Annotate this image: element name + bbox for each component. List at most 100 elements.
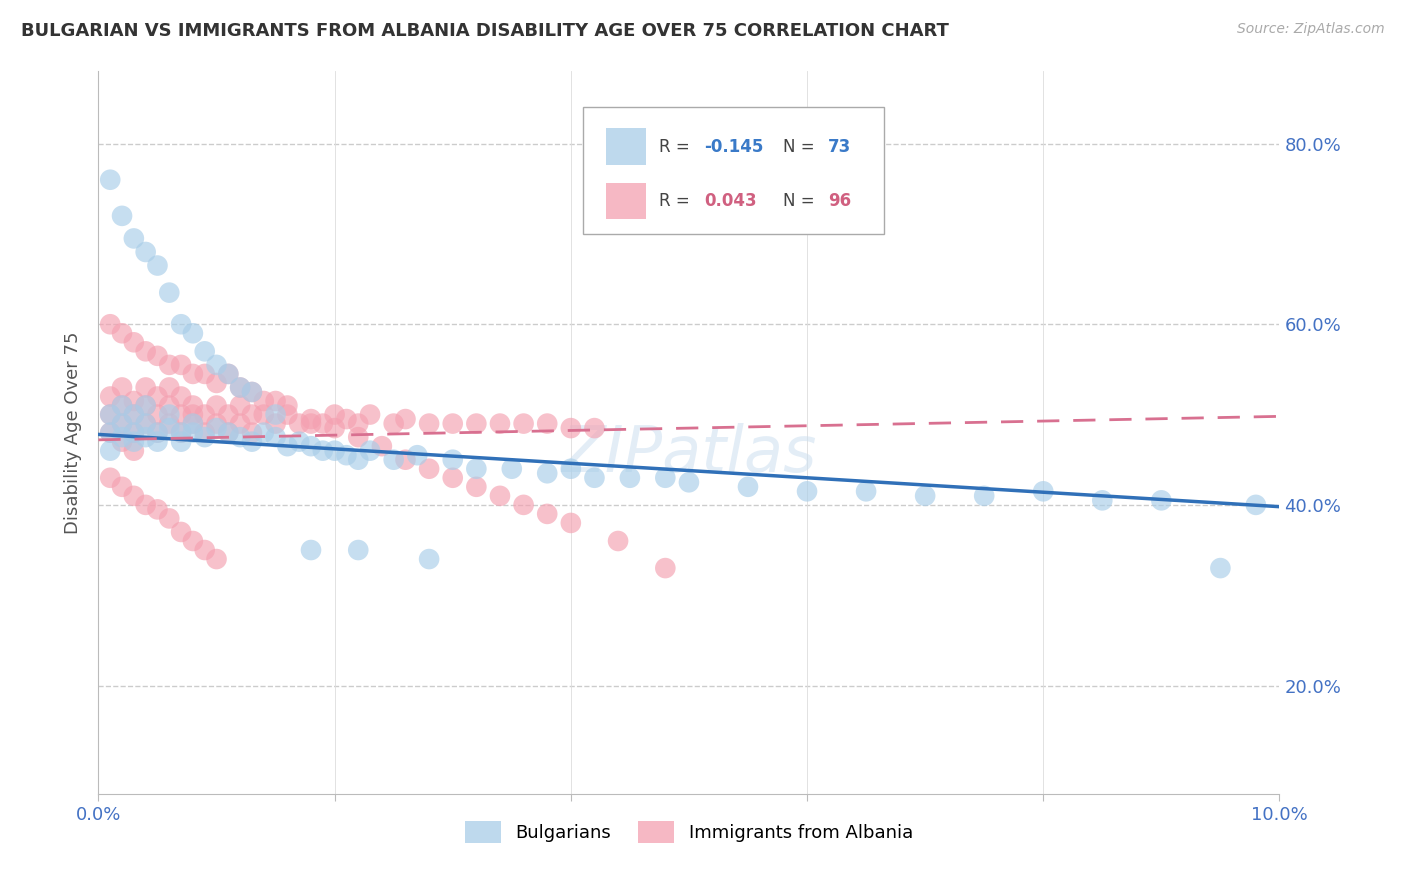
- Text: N =: N =: [783, 192, 820, 210]
- Point: [240, 408, 263, 422]
- Point: [146, 349, 169, 363]
- FancyBboxPatch shape: [606, 128, 647, 164]
- Point: [347, 452, 370, 467]
- Point: [240, 434, 263, 449]
- Text: BULGARIAN VS IMMIGRANTS FROM ALBANIA DISABILITY AGE OVER 75 CORRELATION CHART: BULGARIAN VS IMMIGRANTS FROM ALBANIA DIS…: [21, 22, 949, 40]
- Point: [111, 380, 134, 394]
- Point: [146, 425, 169, 440]
- Point: [501, 462, 523, 476]
- Point: [264, 417, 287, 431]
- Point: [122, 408, 145, 422]
- Point: [170, 434, 193, 449]
- Point: [914, 489, 936, 503]
- Point: [122, 443, 145, 458]
- Point: [217, 367, 239, 381]
- Point: [111, 399, 134, 413]
- Point: [157, 511, 180, 525]
- Point: [205, 421, 228, 435]
- Point: [122, 425, 145, 440]
- Point: [678, 475, 700, 490]
- Point: [418, 417, 440, 431]
- Point: [240, 384, 263, 399]
- Point: [157, 421, 180, 435]
- Point: [583, 421, 606, 435]
- Point: [489, 417, 512, 431]
- Point: [264, 408, 287, 422]
- Point: [253, 408, 276, 422]
- Point: [205, 417, 228, 431]
- Point: [181, 326, 204, 341]
- Point: [264, 430, 287, 444]
- Point: [98, 408, 121, 422]
- Point: [323, 408, 346, 422]
- Point: [465, 417, 488, 431]
- Text: ZIPatlas: ZIPatlas: [561, 424, 817, 485]
- Point: [441, 452, 464, 467]
- Point: [217, 425, 239, 440]
- Point: [347, 430, 370, 444]
- Point: [170, 425, 193, 440]
- Point: [536, 467, 558, 481]
- Point: [394, 452, 416, 467]
- Point: [855, 484, 877, 499]
- Point: [135, 417, 157, 431]
- Point: [98, 425, 121, 440]
- Point: [253, 425, 276, 440]
- Point: [441, 417, 464, 431]
- Point: [299, 439, 322, 453]
- Point: [276, 439, 298, 453]
- Point: [323, 421, 346, 435]
- Point: [394, 412, 416, 426]
- Point: [111, 417, 134, 431]
- Point: [441, 471, 464, 485]
- Point: [135, 417, 157, 431]
- Point: [418, 462, 440, 476]
- Point: [253, 394, 276, 409]
- Point: [240, 384, 263, 399]
- Point: [98, 471, 121, 485]
- Text: Source: ZipAtlas.com: Source: ZipAtlas.com: [1237, 22, 1385, 37]
- Point: [111, 209, 134, 223]
- Point: [98, 173, 121, 187]
- Point: [489, 489, 512, 503]
- Point: [1091, 493, 1114, 508]
- Point: [737, 480, 759, 494]
- Point: [135, 399, 157, 413]
- Point: [170, 389, 193, 403]
- Point: [157, 380, 180, 394]
- Point: [418, 552, 440, 566]
- Point: [181, 425, 204, 440]
- Text: 96: 96: [828, 192, 852, 210]
- Point: [122, 231, 145, 245]
- Point: [465, 462, 488, 476]
- Point: [335, 412, 357, 426]
- Point: [217, 367, 239, 381]
- Point: [512, 417, 534, 431]
- Point: [98, 317, 121, 331]
- Point: [299, 412, 322, 426]
- Point: [157, 408, 180, 422]
- Point: [359, 408, 381, 422]
- Point: [135, 498, 157, 512]
- Point: [560, 516, 582, 530]
- Point: [181, 399, 204, 413]
- Point: [111, 430, 134, 444]
- Point: [146, 502, 169, 516]
- Legend: Bulgarians, Immigrants from Albania: Bulgarians, Immigrants from Albania: [457, 814, 921, 850]
- Point: [122, 434, 145, 449]
- Point: [122, 394, 145, 409]
- Point: [264, 394, 287, 409]
- Point: [181, 533, 204, 548]
- Point: [205, 399, 228, 413]
- Point: [276, 408, 298, 422]
- Point: [146, 408, 169, 422]
- Text: N =: N =: [783, 137, 820, 155]
- Point: [560, 462, 582, 476]
- Point: [181, 367, 204, 381]
- Point: [299, 417, 322, 431]
- Point: [240, 425, 263, 440]
- Point: [98, 425, 121, 440]
- Point: [276, 399, 298, 413]
- Point: [465, 480, 488, 494]
- Point: [170, 358, 193, 372]
